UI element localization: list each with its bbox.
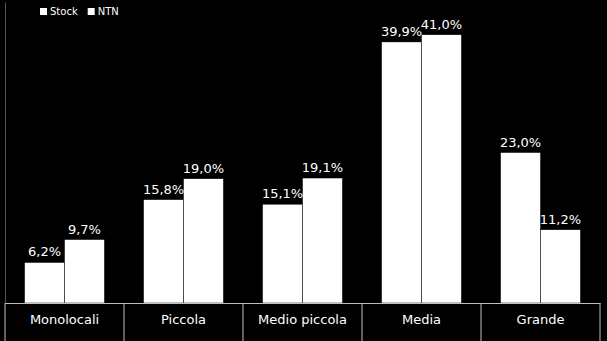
data-label: 19,0% bbox=[183, 161, 224, 176]
bar bbox=[303, 178, 343, 303]
data-label: 6,2% bbox=[28, 244, 61, 259]
category-separator bbox=[243, 303, 244, 341]
category-separator bbox=[600, 303, 601, 341]
category-separator bbox=[124, 303, 125, 341]
bar bbox=[382, 42, 422, 303]
data-label: 41,0% bbox=[421, 17, 462, 32]
x-tick-label: Media bbox=[402, 312, 441, 327]
category-separator bbox=[481, 303, 482, 341]
x-tick: Monolocali bbox=[30, 303, 99, 327]
x-tick-label: Medio piccola bbox=[258, 312, 347, 327]
bar bbox=[501, 153, 541, 304]
bar bbox=[65, 240, 105, 303]
x-tick-label: Monolocali bbox=[30, 312, 99, 327]
legend-label: Stock bbox=[50, 6, 78, 17]
x-tick: Piccola bbox=[161, 303, 206, 327]
x-tick-label: Grande bbox=[517, 312, 565, 327]
bar bbox=[422, 35, 462, 303]
bar bbox=[144, 200, 184, 303]
legend-label: NTN bbox=[98, 6, 119, 17]
legend-swatch bbox=[88, 8, 95, 15]
bars bbox=[25, 35, 581, 303]
bar bbox=[184, 179, 224, 303]
data-labels: 6,2% 15,8% 15,1% 39,9% 23,0% 9,7% 19,0% 19,1% 41… bbox=[28, 17, 581, 260]
data-label: 39,9% bbox=[381, 24, 422, 39]
x-tick: Medio piccola bbox=[258, 303, 347, 327]
chart: 6,2% 15,8% 15,1% 39,9% 23,0% 9,7% 19,0% 19,1% 41… bbox=[0, 0, 607, 341]
legend-item: Stock bbox=[40, 6, 78, 17]
x-tick: Media bbox=[402, 303, 441, 327]
x-axis: Monolocali Piccola Medio piccola Media Grand… bbox=[6, 303, 601, 327]
legend-swatch bbox=[40, 8, 47, 15]
data-label: 15,8% bbox=[143, 182, 184, 197]
category-separator bbox=[5, 303, 6, 341]
legend: Stock NTN bbox=[40, 6, 119, 17]
data-label: 23,0% bbox=[500, 135, 541, 150]
data-label: 9,7% bbox=[68, 222, 101, 237]
y-axis-line bbox=[5, 3, 6, 304]
legend-item: NTN bbox=[88, 6, 119, 17]
data-label: 19,1% bbox=[302, 160, 343, 175]
y-axis bbox=[5, 3, 6, 304]
bar bbox=[541, 230, 581, 303]
category-separator bbox=[362, 303, 363, 341]
bar bbox=[25, 262, 65, 303]
data-label: 11,2% bbox=[540, 212, 581, 227]
x-axis-line bbox=[6, 303, 601, 304]
category-separators bbox=[5, 303, 600, 341]
bar bbox=[263, 204, 303, 303]
x-tick: Grande bbox=[517, 303, 565, 327]
x-tick-label: Piccola bbox=[161, 312, 206, 327]
data-label: 15,1% bbox=[262, 186, 303, 201]
